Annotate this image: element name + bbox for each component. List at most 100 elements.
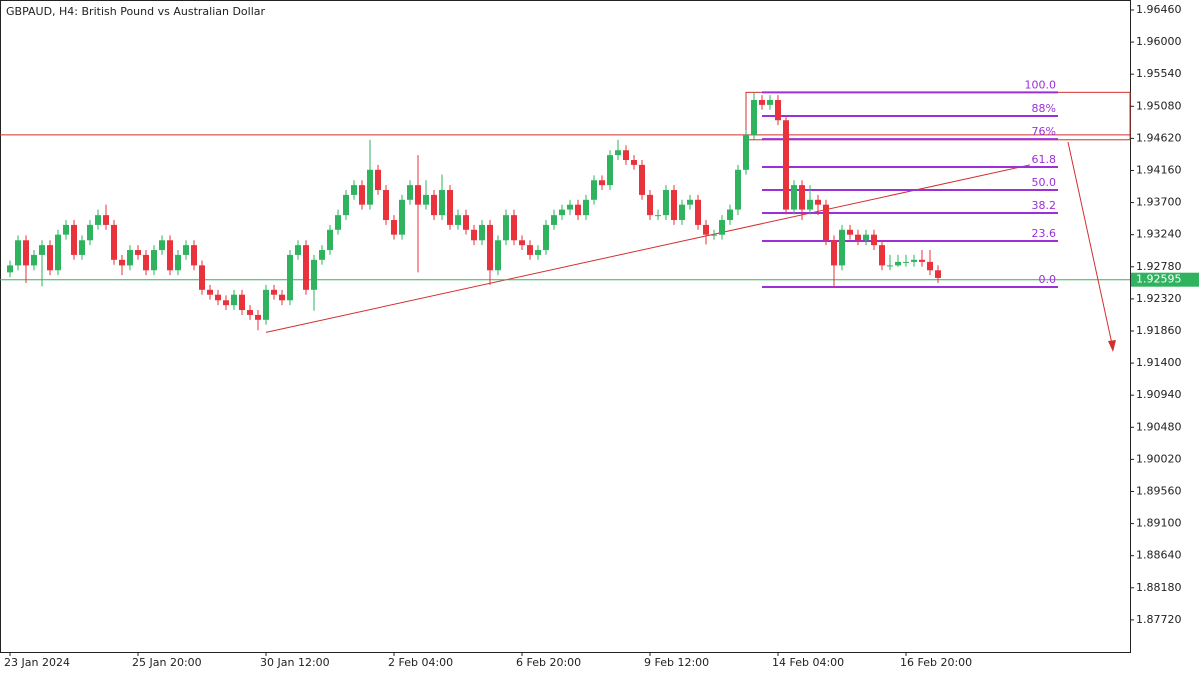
candle-body (583, 199, 589, 216)
candle-body (343, 194, 349, 216)
candle-body (15, 240, 21, 266)
candle-body (559, 209, 565, 216)
candle-body (151, 250, 157, 271)
candle-body (511, 215, 517, 241)
candle-body (255, 314, 261, 320)
arrow-head (1108, 340, 1116, 352)
candle-body (103, 215, 109, 225)
candle-body (791, 185, 797, 210)
candle-body (135, 250, 141, 255)
candle-body (695, 199, 701, 225)
candle-body (167, 240, 173, 271)
y-tick-label: 1.89100 (1136, 517, 1182, 530)
candle-body (87, 224, 93, 241)
y-tick-label: 1.88180 (1136, 581, 1182, 594)
y-tick-label: 1.96000 (1136, 35, 1182, 48)
candle-body (735, 169, 741, 210)
fib-label: 50.0 (1032, 176, 1057, 189)
candle-body (407, 185, 413, 200)
candle-body (439, 190, 445, 216)
candle-body (31, 254, 37, 266)
candle-body (471, 229, 477, 241)
candle-body (199, 265, 205, 290)
candle-body (671, 190, 677, 221)
candle-body (415, 185, 421, 205)
candle-body (879, 245, 885, 266)
candle-body (543, 224, 549, 251)
candle-body (519, 240, 525, 246)
candle-body (895, 261, 901, 266)
candle-body (551, 215, 557, 225)
candle-body (271, 289, 277, 295)
candle-body (55, 234, 61, 271)
candle-body (359, 185, 365, 205)
candle-body (591, 180, 597, 200)
candle-body (231, 294, 237, 306)
y-tick-label: 1.95080 (1136, 99, 1182, 112)
x-tick-label: 2 Feb 04:00 (388, 656, 453, 669)
x-tick-label: 23 Jan 2024 (4, 656, 70, 669)
candle-body (263, 289, 269, 320)
candle-body (327, 229, 333, 251)
candle-body (767, 100, 773, 105)
current-price-label: 1.92595 (1136, 273, 1182, 286)
candle-body (575, 204, 581, 216)
candle-body (703, 224, 709, 235)
candle-body (223, 300, 229, 306)
y-tick-label: 1.95540 (1136, 67, 1182, 80)
candle-body (383, 190, 389, 221)
candle-body (319, 250, 325, 260)
candle-body (711, 234, 717, 236)
x-tick-label: 9 Feb 12:00 (644, 656, 709, 669)
candle-body (455, 215, 461, 225)
candle-body (119, 259, 125, 266)
candle-body (847, 229, 853, 235)
candle-body (7, 265, 13, 273)
candle-body (479, 224, 485, 241)
candle-body (367, 169, 373, 205)
candle-body (487, 224, 493, 271)
candle-body (111, 224, 117, 260)
fib-label: 23.6 (1032, 227, 1057, 240)
candle-body (839, 229, 845, 266)
x-tick-label: 30 Jan 12:00 (260, 656, 330, 669)
candle-body (79, 240, 85, 255)
candle-body (215, 294, 221, 301)
candle-body (239, 294, 245, 311)
y-tick-label: 1.88640 (1136, 549, 1182, 562)
candle-body (647, 194, 653, 216)
y-tick-label: 1.94160 (1136, 163, 1182, 176)
candle-body (903, 261, 909, 263)
candle-body (535, 250, 541, 255)
candle-body (47, 245, 53, 271)
candle-body (287, 254, 293, 301)
candle-body (783, 120, 789, 210)
candle-body (431, 194, 437, 216)
chart-title: GBPAUD, H4: British Pound vs Australian … (6, 5, 266, 18)
candle-body (207, 289, 213, 295)
x-tick-label: 25 Jan 20:00 (132, 656, 202, 669)
candle-body (279, 294, 285, 301)
candle-body (855, 234, 861, 241)
candle-body (911, 259, 917, 262)
y-tick-label: 1.91400 (1136, 356, 1182, 369)
y-tick-label: 1.94620 (1136, 131, 1182, 144)
candle-body (743, 134, 749, 170)
candle-body (71, 224, 77, 255)
candle-body (679, 204, 685, 221)
candle-body (615, 150, 621, 156)
candle-body (463, 215, 469, 230)
y-tick-label: 1.96460 (1136, 3, 1182, 16)
y-tick-label: 1.92780 (1136, 260, 1182, 273)
candles-layer (7, 92, 941, 331)
candle-body (663, 190, 669, 216)
candle-body (303, 245, 309, 290)
candle-body (599, 180, 605, 186)
candle-body (495, 240, 501, 271)
x-tick-label: 16 Feb 20:00 (900, 656, 972, 669)
candle-body (175, 254, 181, 271)
candle-body (759, 100, 765, 105)
forecast-arrow (1067, 141, 1116, 352)
objects-layer (0, 91, 1131, 333)
current-price-box (1131, 272, 1199, 287)
